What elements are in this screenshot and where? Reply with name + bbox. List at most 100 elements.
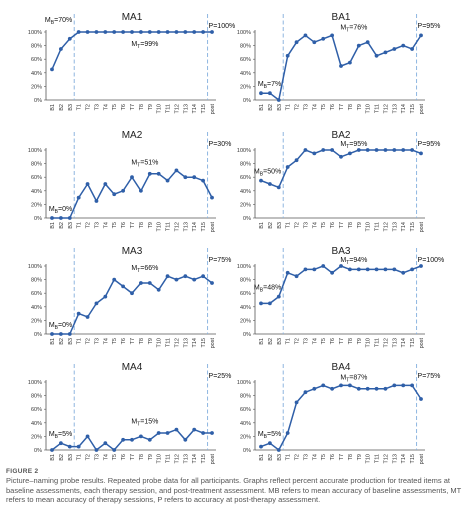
data-point <box>94 30 99 34</box>
mean-therapy-label: MT=87% <box>340 374 367 383</box>
x-tick-label: T6 <box>330 104 336 110</box>
x-tick-label: T4 <box>312 454 318 460</box>
data-point <box>192 427 197 432</box>
data-point <box>267 441 272 446</box>
x-tick-label: T6 <box>330 338 336 344</box>
x-tick-label: T13 <box>392 222 398 231</box>
x-tick-label: T8 <box>348 222 354 228</box>
x-tick-label: T4 <box>312 222 318 228</box>
data-point <box>130 30 134 34</box>
x-tick-label: T7 <box>130 222 136 228</box>
data-point <box>312 40 317 45</box>
x-tick-label: T11 <box>166 104 172 113</box>
data-point <box>276 294 281 299</box>
x-tick-label: B3 <box>277 338 283 345</box>
x-tick-label: T10 <box>366 104 372 113</box>
x-tick-label: T14 <box>192 338 198 347</box>
data-point <box>276 98 281 102</box>
data-point <box>365 148 370 152</box>
x-tick-label: post <box>419 454 425 465</box>
y-tick-label: 100% <box>28 380 42 386</box>
x-tick-label: T5 <box>321 338 327 344</box>
x-tick-label: B3 <box>277 104 283 111</box>
data-point <box>112 277 117 282</box>
y-tick-label: 100% <box>28 30 42 36</box>
mean-baseline-label: MB=5% <box>49 431 72 440</box>
data-point <box>183 274 188 279</box>
mean-therapy-label: MT=76% <box>340 24 367 33</box>
y-tick-label: 0% <box>243 216 251 222</box>
x-tick-label: T15 <box>201 104 207 113</box>
post-label: P=95% <box>418 141 441 148</box>
data-point <box>383 50 388 55</box>
data-point <box>174 277 179 282</box>
x-tick-label: T5 <box>112 454 118 460</box>
y-tick-label: 0% <box>34 98 42 104</box>
x-tick-label: T9 <box>148 338 154 344</box>
data-point <box>374 53 379 58</box>
x-tick-label: T1 <box>286 338 292 344</box>
x-tick-label: T10 <box>366 222 372 231</box>
y-tick-label: 40% <box>240 71 251 77</box>
x-tick-label: T3 <box>94 104 100 110</box>
data-point <box>76 311 81 316</box>
data-point <box>285 270 290 275</box>
chart-title: MA2 <box>122 130 143 141</box>
y-tick-label: 0% <box>243 448 251 454</box>
x-tick-label: T12 <box>383 454 389 463</box>
data-point <box>210 195 214 200</box>
y-tick-label: 40% <box>31 189 42 195</box>
data-point <box>259 91 263 96</box>
y-tick-label: 60% <box>240 57 251 63</box>
x-tick-label: T9 <box>357 222 363 228</box>
x-tick-label: T9 <box>357 454 363 460</box>
data-point <box>183 437 188 442</box>
x-tick-label: T10 <box>157 338 163 347</box>
x-tick-label: T13 <box>392 338 398 347</box>
x-tick-label: T9 <box>357 338 363 344</box>
y-tick-label: 100% <box>237 380 251 386</box>
x-tick-label: B2 <box>59 338 65 345</box>
x-tick-label: T11 <box>375 454 381 463</box>
data-point <box>121 284 126 289</box>
x-tick-label: T6 <box>121 338 127 344</box>
x-tick-label: T9 <box>357 104 363 110</box>
data-point <box>392 383 397 388</box>
x-tick-label: B3 <box>68 104 74 111</box>
x-tick-label: B2 <box>268 338 274 345</box>
x-tick-label: T12 <box>174 454 180 463</box>
data-point <box>112 192 117 197</box>
data-point <box>330 33 335 38</box>
x-tick-label: T7 <box>339 454 345 460</box>
y-tick-label: 80% <box>31 278 42 284</box>
x-tick-label: T13 <box>183 338 189 347</box>
data-point <box>303 33 308 38</box>
x-tick-label: T3 <box>94 454 100 460</box>
post-label: P=75% <box>209 257 232 264</box>
post-label: P=100% <box>418 257 445 264</box>
figure-label: FIGURE 2 <box>6 468 39 475</box>
x-tick-label: T2 <box>295 222 301 228</box>
data-point <box>201 431 206 435</box>
data-point <box>201 178 206 183</box>
data-point <box>347 60 352 65</box>
x-tick-label: T6 <box>330 222 336 228</box>
data-point <box>276 185 281 190</box>
x-tick-label: T3 <box>303 338 309 344</box>
data-point <box>94 448 99 452</box>
x-tick-label: T3 <box>303 454 309 460</box>
data-point <box>303 148 308 152</box>
x-tick-label: T3 <box>94 222 100 228</box>
data-point <box>410 47 415 51</box>
data-point <box>339 264 343 268</box>
x-tick-label: T9 <box>148 104 154 110</box>
mean-therapy-label: MT=99% <box>131 41 158 50</box>
x-tick-label: T8 <box>348 454 354 460</box>
mean-baseline-label: MB=0% <box>49 322 72 331</box>
data-point <box>85 434 90 439</box>
y-tick-label: 60% <box>31 175 42 181</box>
x-tick-label: post <box>210 222 216 233</box>
